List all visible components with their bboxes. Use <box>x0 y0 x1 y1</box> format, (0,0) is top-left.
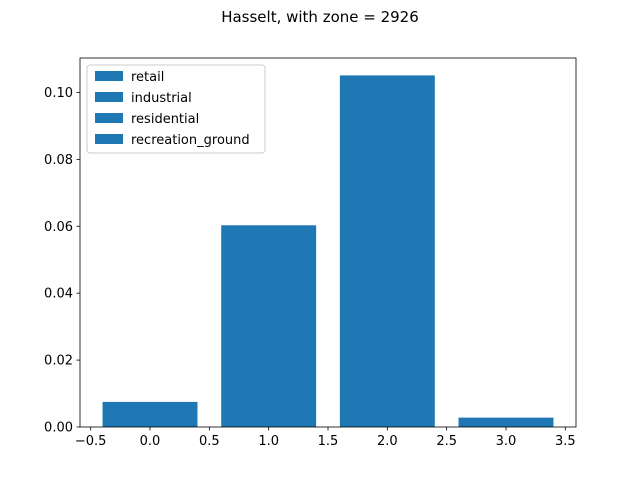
x-tick-label: 0.0 <box>140 434 161 449</box>
x-tick-label: 2.0 <box>377 434 398 449</box>
legend-swatch <box>95 71 123 81</box>
x-tick-label: 3.5 <box>555 434 576 449</box>
legend-swatch <box>95 134 123 144</box>
axes-group: −0.5 0.0 0.5 1.0 1.5 2.0 2.5 3.0 3.5 0.00 0.02 0.04… <box>44 57 577 449</box>
x-tick-label: 3.0 <box>496 434 517 449</box>
legend-swatch <box>95 92 123 102</box>
x-tick-label: −0.5 <box>75 434 107 449</box>
x-tick-label: 1.5 <box>318 434 339 449</box>
y-tick-label: 0.04 <box>44 287 73 302</box>
legend-label: retail <box>131 70 164 85</box>
y-tick-label: 0.00 <box>44 421 73 436</box>
x-tick-label: 2.5 <box>436 434 457 449</box>
legend: retail industrial residential recreation_gr… <box>86 64 266 154</box>
legend-label: industrial <box>131 91 192 106</box>
bar-retail <box>102 401 198 427</box>
legend-box <box>86 64 266 154</box>
bars-group <box>102 75 554 428</box>
x-tick-label: 0.5 <box>199 434 220 449</box>
y-tick-label: 0.08 <box>44 153 73 168</box>
legend-swatch <box>95 113 123 123</box>
y-tick-label: 0.02 <box>44 354 73 369</box>
y-tick-label: 0.10 <box>44 86 73 101</box>
bar-industrial <box>221 225 317 427</box>
legend-label: residential <box>131 112 199 127</box>
x-tick-label: 1.0 <box>258 434 279 449</box>
bar-residential <box>339 75 435 428</box>
y-tick-label: 0.06 <box>44 220 73 235</box>
legend-label: recreation_ground <box>131 133 250 148</box>
bar-recreation-ground <box>458 417 554 427</box>
chart-title: Hasselt, with zone = 2926 <box>221 8 419 26</box>
